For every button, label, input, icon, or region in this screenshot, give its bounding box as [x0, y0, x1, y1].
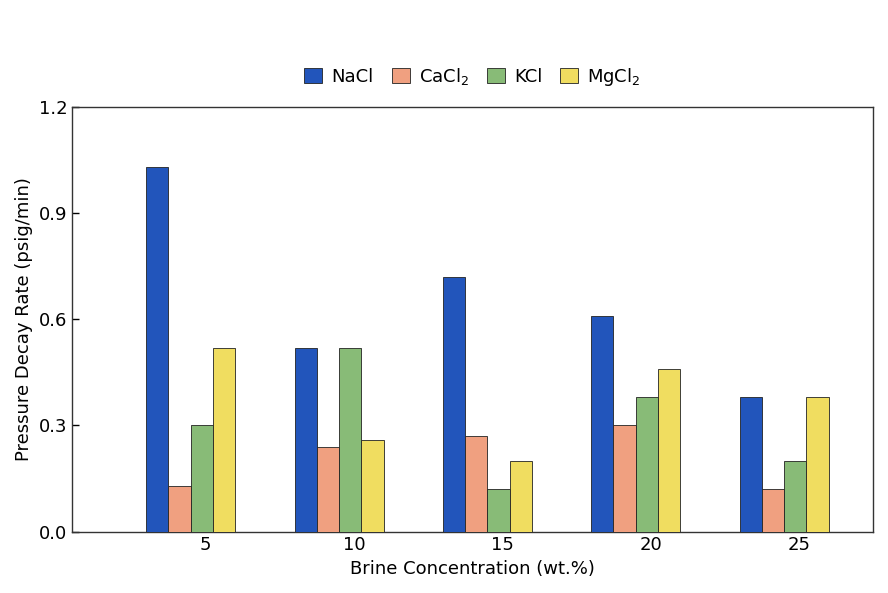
Bar — [147, 167, 169, 531]
Bar — [762, 489, 784, 531]
Bar — [636, 397, 658, 531]
Bar — [806, 397, 829, 531]
Bar — [361, 439, 384, 531]
Bar — [169, 486, 191, 531]
Bar — [614, 425, 636, 531]
Bar — [443, 277, 465, 531]
Bar — [295, 347, 317, 531]
Bar — [339, 347, 361, 531]
Y-axis label: Pressure Decay Rate (psig/min): Pressure Decay Rate (psig/min) — [15, 177, 33, 461]
X-axis label: Brine Concentration (wt.%): Brine Concentration (wt.%) — [350, 560, 595, 578]
Bar — [191, 425, 213, 531]
Bar — [213, 347, 235, 531]
Bar — [784, 461, 806, 531]
Bar — [465, 436, 488, 531]
Bar — [740, 397, 762, 531]
Bar — [658, 369, 680, 531]
Legend: NaCl, CaCl$_2$, KCl, MgCl$_2$: NaCl, CaCl$_2$, KCl, MgCl$_2$ — [298, 60, 646, 94]
Bar — [488, 489, 510, 531]
Bar — [591, 315, 614, 531]
Bar — [317, 447, 339, 531]
Bar — [510, 461, 532, 531]
